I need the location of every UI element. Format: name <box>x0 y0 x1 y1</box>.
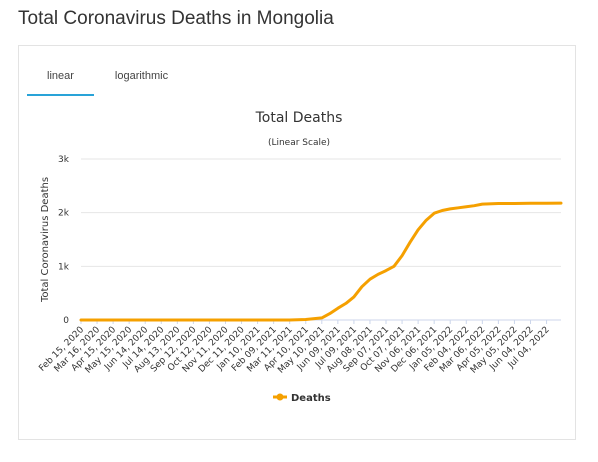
y-tick-label: 0 <box>63 316 69 326</box>
series-line-deaths <box>79 201 563 322</box>
legend-label-deaths: Deaths <box>291 393 331 404</box>
y-tick-label: 1k <box>58 262 70 272</box>
y-tick-label: 2k <box>58 209 70 219</box>
y-tick-label: 3k <box>58 155 70 165</box>
scale-tabs: linear logarithmic <box>27 58 189 96</box>
chart-card: linear logarithmic <box>18 45 576 440</box>
chart-title: Total Deaths <box>255 110 343 126</box>
tab-logarithmic[interactable]: logarithmic <box>114 70 169 82</box>
tab-linear[interactable]: linear <box>27 58 94 96</box>
y-axis-label: Total Coronavirus Deaths <box>40 177 51 303</box>
page-title: Total Coronavirus Deaths in Mongolia <box>18 8 334 29</box>
legend-marker-deaths <box>276 393 284 401</box>
chart-subtitle: (Linear Scale) <box>268 138 330 148</box>
